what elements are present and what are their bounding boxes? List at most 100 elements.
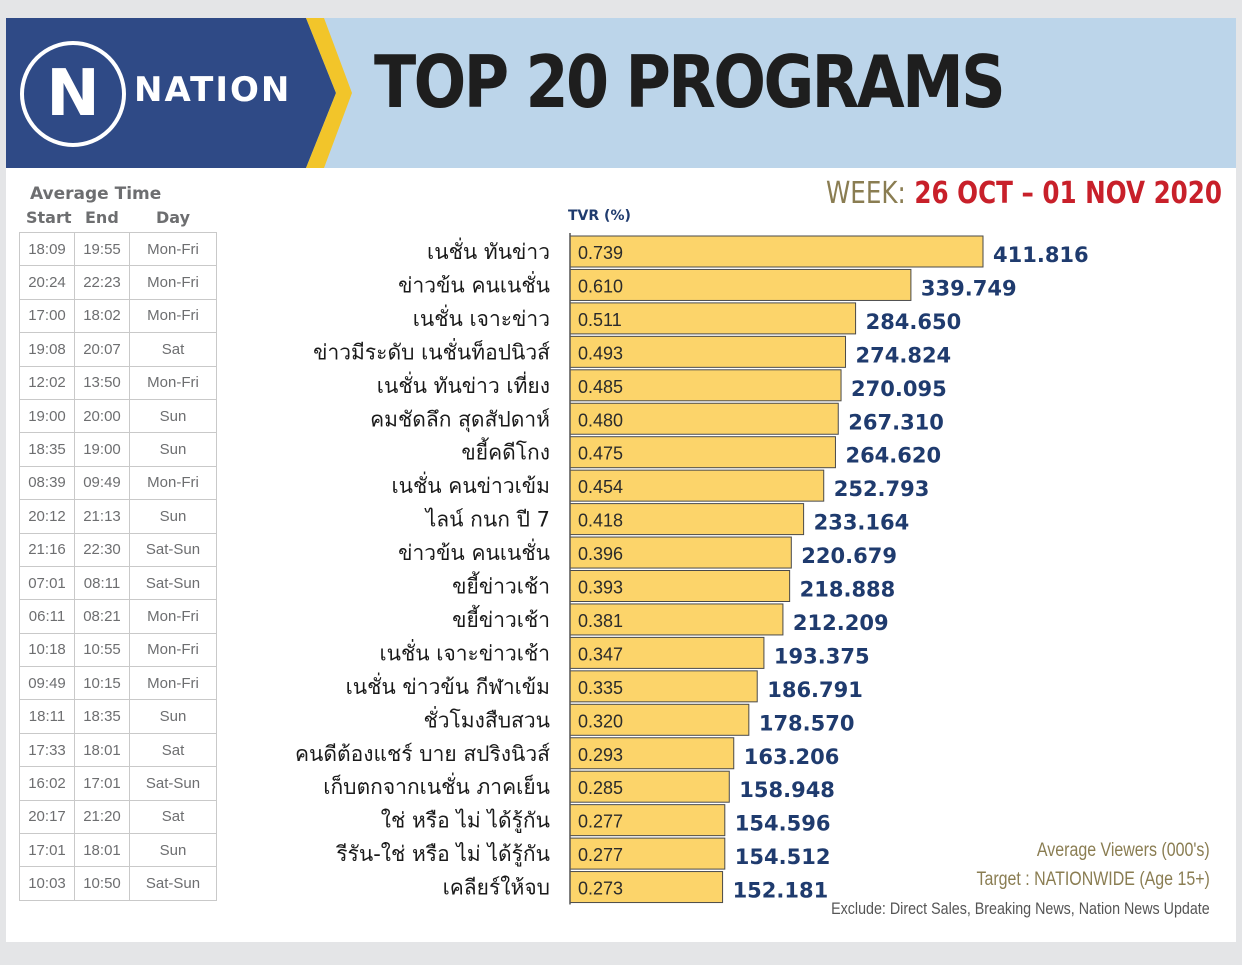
- end-time-cell: 20:00: [74, 398, 130, 434]
- start-time-cell: 16:02: [19, 766, 75, 801]
- start-time-cell: 21:16: [19, 532, 75, 567]
- viewers-value-label: 264.620: [845, 444, 941, 468]
- start-time-cell: 10:18: [19, 632, 75, 668]
- viewers-value-label: 154.512: [735, 845, 831, 869]
- tvr-bar: [569, 369, 842, 402]
- viewers-value-label: 152.181: [733, 879, 829, 903]
- day-cell: Sat-Sun: [129, 866, 217, 901]
- tvr-value-label: 0.454: [578, 477, 623, 497]
- tvr-value-label: 0.381: [578, 611, 623, 631]
- table-row: 18:11 18:35 Sun: [19, 699, 217, 734]
- start-time-cell: 10:03: [19, 866, 75, 901]
- viewers-value-label: 270.095: [851, 377, 947, 401]
- day-cell: Mon-Fri: [129, 265, 217, 300]
- tvr-bar: [569, 536, 792, 569]
- start-time-cell: 07:01: [19, 565, 75, 601]
- start-time-cell: 06:11: [19, 599, 75, 634]
- end-time-cell: 20:07: [74, 332, 130, 367]
- tvr-bar: [569, 670, 758, 703]
- tvr-bar: [569, 570, 791, 602]
- tvr-value-label: 0.293: [578, 745, 623, 765]
- viewers-value-label: 212.209: [793, 611, 889, 635]
- tvr-value-label: 0.418: [578, 511, 623, 531]
- start-time-cell: 20:17: [19, 799, 75, 835]
- end-time-cell: 08:21: [74, 599, 130, 634]
- table-row: 18:35 19:00 Sun: [19, 432, 217, 467]
- viewers-value-label: 267.310: [848, 410, 944, 434]
- day-cell: Mon-Fri: [129, 599, 217, 634]
- week-range: WEEK: 26 OCT – 01 NOV 2020: [826, 176, 1222, 211]
- end-time-cell: 08:11: [74, 565, 130, 601]
- end-time-cell: 21:20: [74, 799, 130, 835]
- tvr-bar: [569, 770, 730, 803]
- program-name-label: ชั่วโมงสืบสวน: [423, 705, 550, 732]
- start-time-cell: 17:33: [19, 732, 75, 768]
- day-cell: Sun: [129, 499, 217, 534]
- program-name-label: รีรัน-ใช่ หรือ ไม่ ได้รู้กัน: [336, 842, 550, 867]
- viewers-value-label: 218.888: [800, 578, 896, 602]
- day-cell: Mon-Fri: [129, 465, 217, 501]
- tvr-bar: [569, 703, 750, 736]
- tvr-bar: [569, 402, 839, 435]
- program-name-label: ขยี้ข่าวเช้า: [452, 605, 550, 632]
- table-row: 08:39 09:49 Mon-Fri: [19, 465, 217, 501]
- viewers-value-label: 411.816: [993, 243, 1089, 267]
- tvr-bar: [569, 503, 805, 536]
- day-cell: Sat-Sun: [129, 532, 217, 567]
- end-time-cell: 19:55: [74, 231, 130, 267]
- tvr-bar: [569, 268, 912, 301]
- page-title: TOP 20 PROGRAMS: [374, 40, 1006, 124]
- tvr-value-label: 0.277: [578, 845, 623, 865]
- program-name-label: เนชั่น เจาะข่าวเช้า: [379, 638, 550, 665]
- tvr-value-label: 0.475: [578, 444, 623, 464]
- viewers-value-label: 163.206: [744, 745, 840, 769]
- program-name-label: เนชั่น ทันข่าว เที่ยง: [377, 371, 550, 398]
- tvr-value-label: 0.493: [578, 343, 623, 363]
- tvr-value-label: 0.511: [578, 310, 622, 330]
- tvr-bar: [569, 737, 735, 770]
- table-row: 21:16 22:30 Sat-Sun: [19, 532, 217, 567]
- tvr-value-label: 0.396: [578, 544, 623, 564]
- end-time-cell: 18:01: [74, 833, 130, 868]
- end-time-cell: 22:30: [74, 532, 130, 567]
- target-note: Target : NATIONWIDE (Age 15+): [976, 869, 1210, 890]
- tvr-value-label: 0.277: [578, 812, 623, 832]
- program-name-label: เก็บตกจากเนชั่น ภาคเย็น: [323, 772, 550, 799]
- start-time-cell: 18:11: [19, 699, 75, 734]
- table-row: 06:11 08:21 Mon-Fri: [19, 599, 217, 634]
- week-value: 26 OCT – 01 NOV 2020: [914, 176, 1222, 211]
- table-row: 19:08 20:07 Sat: [19, 332, 217, 367]
- end-time-cell: 13:50: [74, 365, 130, 400]
- tvr-bar: [569, 302, 857, 335]
- table-row: 09:49 10:15 Mon-Fri: [19, 666, 217, 701]
- infographic-card: N NATION TOP 20 PROGRAMS WEEK: 26 OCT – …: [6, 18, 1236, 942]
- tvr-bar: [569, 335, 847, 368]
- start-time-cell: 20:12: [19, 499, 75, 534]
- program-name-label: เคลียร์ให้จบ: [443, 876, 550, 900]
- program-name-label: ข่าวข้น คนเนชั่น: [398, 538, 550, 565]
- start-time-cell: 19:08: [19, 332, 75, 367]
- tvr-axis-label: TVR (%): [568, 208, 631, 224]
- day-cell: Sat: [129, 732, 217, 768]
- tvr-value-label: 0.393: [578, 578, 623, 598]
- end-time-cell: 19:00: [74, 432, 130, 467]
- viewers-value-label: 158.948: [739, 778, 835, 802]
- day-cell: Mon-Fri: [129, 298, 217, 334]
- end-time-cell: 18:01: [74, 732, 130, 768]
- tvr-bar: [569, 636, 765, 669]
- day-cell: Mon-Fri: [129, 666, 217, 701]
- viewers-value-label: 339.749: [921, 276, 1017, 300]
- tvr-value-label: 0.610: [578, 276, 623, 296]
- table-row: 20:17 21:20 Sat: [19, 799, 217, 835]
- tvr-bar: [569, 804, 726, 837]
- program-name-label: ข่าวข้น คนเนชั่น: [398, 270, 550, 297]
- tvr-value-label: 0.335: [578, 678, 623, 698]
- viewers-value-label: 154.596: [735, 812, 831, 836]
- day-cell: Mon-Fri: [129, 365, 217, 400]
- table-row: 16:02 17:01 Sat-Sun: [19, 766, 217, 801]
- viewers-value-label: 233.164: [814, 511, 910, 535]
- week-label: WEEK:: [825, 176, 906, 211]
- viewers-value-label: 178.570: [759, 711, 855, 735]
- program-name-label: ข่าวมีระดับ เนชั่นท็อปนิวส์: [313, 337, 550, 364]
